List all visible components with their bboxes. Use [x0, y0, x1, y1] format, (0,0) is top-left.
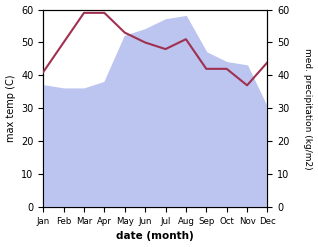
Y-axis label: max temp (C): max temp (C): [5, 75, 16, 142]
Y-axis label: med. precipitation (kg/m2): med. precipitation (kg/m2): [303, 48, 313, 169]
X-axis label: date (month): date (month): [116, 231, 194, 242]
